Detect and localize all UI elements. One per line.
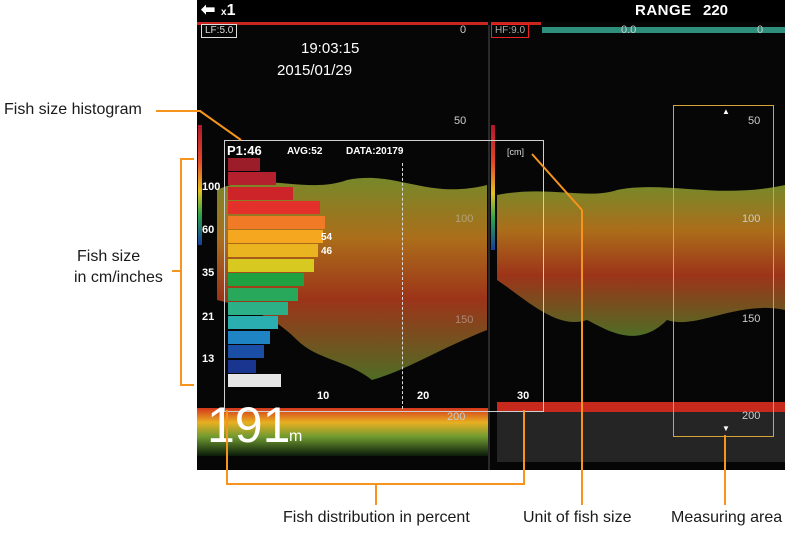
dist-bracket-pointer (375, 485, 377, 505)
histogram-bar (228, 215, 325, 229)
measure-top-marker-icon: ▲ (722, 107, 730, 116)
histogram-bar (228, 244, 318, 258)
top-bar: ⬅ x1 RANGE 220 (197, 0, 785, 22)
histogram-data-count: DATA:20179 (346, 146, 404, 157)
callout-size-line1: Fish size (77, 248, 141, 265)
area-pointer-line (724, 435, 726, 505)
range-label: RANGE (635, 2, 692, 19)
left-scale-200: 200 (447, 411, 466, 423)
dist-bracket-left (226, 410, 228, 485)
size-label-21: 21 (202, 311, 215, 323)
hf-frequency-box: HF:9.0 (491, 24, 530, 38)
measure-bottom-marker-icon: ▼ (722, 424, 730, 433)
fish-size-unit: [cm] (507, 147, 524, 157)
dist-bracket-bottom (226, 483, 525, 485)
bar-label-46: 46 (321, 246, 333, 257)
right-scale-150: 150 (742, 313, 761, 325)
size-label-13: 13 (202, 353, 215, 365)
depth-readout: 191 (207, 397, 291, 453)
range-bar-right (491, 22, 541, 25)
callout-distribution: Fish distribution in percent (283, 509, 470, 526)
callout-histogram-line (156, 110, 201, 112)
range-bar-left (197, 22, 488, 25)
right-scale-200: 200 (742, 410, 761, 422)
size-bracket-top (180, 158, 194, 160)
mid-scale-100: 100 (455, 213, 474, 225)
hf-offset: 0.0 (621, 24, 637, 36)
callout-unit: Unit of fish size (523, 509, 632, 526)
panel-divider (488, 25, 490, 470)
clock-date: 2015/01/29 (277, 62, 353, 79)
histogram-bar (228, 230, 323, 243)
percent-label-30: 30 (517, 390, 530, 402)
mid-scale-150: 150 (455, 314, 474, 326)
lf-scale-zero: 0 (460, 24, 467, 36)
size-bracket-pointer (172, 270, 180, 272)
histogram-bar (228, 201, 320, 215)
hf-scale-zero: 0 (757, 24, 764, 36)
histogram-bar (228, 330, 270, 344)
left-scale-50: 50 (454, 115, 467, 127)
histogram-bar (228, 287, 298, 301)
back-arrow-icon[interactable]: ⬅ (201, 0, 216, 19)
percent-label-10: 10 (317, 390, 330, 402)
right-scale-50: 50 (748, 115, 761, 127)
histogram-bar (228, 302, 288, 315)
callout-histogram: Fish size histogram (4, 101, 142, 118)
size-bracket-bottom (180, 384, 194, 386)
percent-label-20: 20 (417, 390, 430, 402)
histogram-peak: P1:46 (227, 143, 262, 158)
clock-time: 19:03:15 (301, 40, 360, 57)
size-label-60: 60 (202, 224, 215, 236)
echosounder-screen: ⬅ x1 RANGE 220 LF:5.0 0 HF:9.0 0.0 0 19:… (197, 0, 785, 470)
callout-size-line2: in cm/inches (74, 269, 163, 286)
fish-size-histogram: P1:46 AVG:52 DATA:20179 [cm] 54 46 100 6… (202, 140, 544, 412)
size-label-35: 35 (202, 267, 215, 279)
zoom-indicator[interactable]: x1 (221, 2, 236, 19)
histogram-bar (228, 345, 264, 359)
measuring-area-box[interactable]: ▲ ▼ (673, 105, 774, 437)
histogram-bar (228, 359, 256, 373)
histogram-bar (228, 172, 276, 186)
histogram-bar (228, 374, 281, 387)
histogram-average: AVG:52 (287, 146, 323, 157)
histogram-bar (228, 316, 278, 330)
histogram-bar (228, 186, 293, 200)
callout-area: Measuring area (671, 509, 783, 526)
bar-label-54: 54 (321, 232, 333, 243)
right-scale-100: 100 (742, 213, 761, 225)
histogram-bar (228, 258, 314, 272)
histogram-bar (228, 273, 304, 287)
dist-bracket-right (523, 410, 525, 485)
histogram-bar (228, 158, 260, 171)
size-label-100: 100 (202, 181, 221, 193)
depth-unit: m (289, 428, 303, 445)
range-value: 220 (703, 2, 729, 19)
lf-frequency-box: LF:5.0 (201, 24, 238, 38)
size-bracket-vertical (180, 158, 182, 386)
histogram-gridline (402, 163, 403, 409)
